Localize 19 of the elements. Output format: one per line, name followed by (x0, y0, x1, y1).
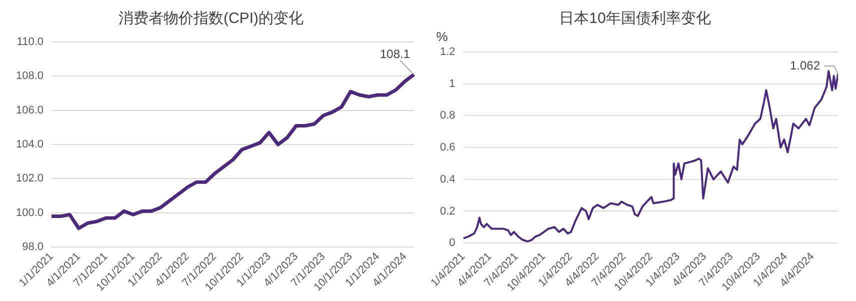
y-tick-label: 0 (449, 237, 456, 250)
y-tick-label: 0.8 (440, 110, 456, 122)
y-tick-label: 1 (449, 78, 456, 90)
chart-title: 消费者物价指数(CPI)的变化 (118, 10, 304, 28)
y-tick-label: 104.0 (16, 138, 44, 151)
y-tick-label: 1.2 (440, 46, 456, 58)
annotation: 108.1 (380, 46, 410, 61)
y-tick-label: 102.0 (16, 172, 44, 185)
chart-title: 日本10年国债利率变化 (559, 10, 711, 28)
y-axis-title: % (436, 29, 448, 44)
y-tick-label: 100.0 (16, 206, 44, 219)
y-tick-label: 106.0 (16, 104, 44, 116)
annotation: 1.062 (790, 58, 820, 72)
y-tick-label: 110.0 (16, 36, 44, 48)
y-tick-label: 0.4 (440, 173, 456, 186)
y-tick-label: 0.6 (440, 142, 456, 154)
y-tick-label: 0.2 (440, 205, 456, 218)
y-tick-label: 98.0 (22, 241, 44, 254)
y-tick-label: 108.0 (16, 70, 44, 82)
